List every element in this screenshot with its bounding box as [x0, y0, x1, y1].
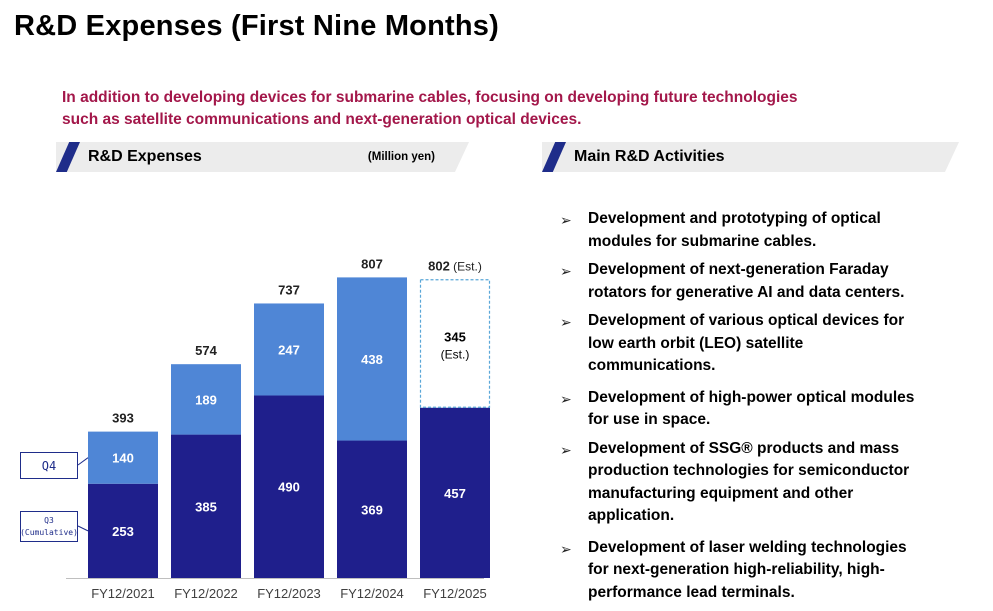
- unit-label: (Million yen): [367, 151, 435, 163]
- activities-list: ➢ Development and prototyping of optical m…: [558, 208, 958, 604]
- arrow-bullet-icon: ➢: [560, 314, 572, 330]
- total-label: 802 (Est.): [428, 258, 482, 273]
- main-activities-header: Main R&D Activities: [542, 142, 959, 172]
- data-label-q3: 490: [278, 480, 300, 495]
- bar-q3: [420, 407, 490, 578]
- legend-leader-q3: [77, 525, 89, 532]
- data-label-q4-est: (Est.): [441, 348, 470, 362]
- x-axis-tick-label: FY12/2023: [257, 586, 321, 601]
- bar-q4-estimate: [419, 279, 491, 408]
- page-subtitle: In addition to developing devices for su…: [62, 87, 862, 131]
- activity-text-line: manufacturing equipment and other: [588, 484, 854, 502]
- activity-text-line: communications.: [588, 357, 716, 374]
- activity-text-line: modules for submarine cables.: [588, 232, 817, 250]
- subtitle-line-1: In addition to developing devices for su…: [62, 89, 798, 106]
- arrow-bullet-icon: ➢: [560, 441, 572, 458]
- data-label-q4: 140: [112, 451, 134, 466]
- activity-text-line: for use in space.: [588, 411, 711, 428]
- activity-text-line: for next-generation high-reliability, hi…: [588, 561, 885, 578]
- activity-text-line: Development of various optical devices f…: [588, 312, 905, 329]
- subtitle-line-2: such as satellite communications and nex…: [62, 111, 582, 128]
- activity-item: ➢ Development of high-power optical modul…: [558, 387, 958, 432]
- bar-q3: [88, 483, 158, 578]
- data-label-q3: 369: [361, 502, 383, 517]
- page-title: R&D Expenses (First Nine Months): [14, 10, 499, 42]
- data-label-q4: 345: [444, 330, 466, 345]
- arrow-bullet-icon: ➢: [560, 212, 572, 228]
- x-axis-tick-label: FY12/2024: [340, 586, 404, 601]
- activity-text-line: Development of SSG® products and mass: [588, 439, 900, 457]
- bar-q4: [171, 364, 241, 435]
- activity-item: ➢ Development of SSG® products and mass pr…: [558, 438, 958, 528]
- total-label: 393: [112, 411, 134, 426]
- activity-text-line: Development of high-power optical module…: [588, 388, 915, 406]
- legend-label-q3: Q3: [44, 516, 54, 525]
- total-label: 807: [361, 256, 383, 271]
- bar-q4: [337, 277, 407, 441]
- activity-text-line: rotators for generative AI and data cent…: [588, 283, 905, 301]
- bar-q3: [254, 395, 324, 578]
- activity-item: ➢ Development of various optical devices …: [558, 310, 958, 378]
- data-label-q3: 253: [112, 524, 134, 539]
- main-activities-header-label: Main R&D Activities: [574, 148, 725, 165]
- legend-leader-q4: [77, 457, 89, 466]
- arrow-bullet-icon: ➢: [560, 540, 572, 557]
- activity-text-line: low earth orbit (LEO) satellite: [588, 334, 804, 352]
- activity-text-line: application.: [588, 507, 675, 524]
- data-label-q3: 457: [444, 486, 466, 501]
- x-axis-tick-label: FY12/2022: [174, 586, 238, 601]
- activity-text-line: performance lead terminals.: [588, 583, 795, 601]
- legend-label-q3-cumulative: (Cumulative): [20, 528, 78, 537]
- data-label-q3: 385: [195, 499, 217, 514]
- activity-item: ➢ Development of next-generation Faraday r…: [558, 259, 958, 304]
- total-label: 574: [195, 343, 217, 358]
- activity-item: ➢ Development and prototyping of optical m…: [558, 208, 958, 253]
- activity-item: ➢ Development of laser welding technologi…: [558, 537, 958, 605]
- arrow-bullet-icon: ➢: [560, 390, 572, 407]
- bar-q3: [337, 440, 407, 578]
- legend-box-q3: [20, 511, 78, 542]
- bar-q4: [254, 303, 324, 396]
- x-axis-tick-label: FY12/2025: [423, 586, 487, 601]
- legend-box-q4: [20, 452, 78, 479]
- arrow-bullet-icon: ➢: [560, 263, 572, 279]
- total-label: 737: [278, 282, 300, 297]
- data-label-q4: 247: [278, 342, 300, 357]
- total-est-label: (Est.): [450, 259, 482, 273]
- x-axis-tick-label: FY12/2021: [91, 586, 155, 601]
- rd-expenses-header: R&D Expenses (Million yen): [56, 142, 469, 172]
- legend-label-q4: Q4: [42, 459, 56, 473]
- data-label-q4: 438: [361, 352, 383, 367]
- activity-text-line: Development of laser welding technologie…: [588, 538, 907, 556]
- activity-text-line: Development of next-generation Faraday: [588, 261, 889, 278]
- rd-expenses-header-label: R&D Expenses: [88, 148, 202, 165]
- bar-q3: [171, 434, 241, 578]
- activity-text-line: Development and prototyping of optical: [588, 210, 881, 227]
- activity-text-line: production technologies for semiconducto…: [588, 462, 910, 479]
- data-label-q4: 189: [195, 392, 217, 407]
- bar-q4: [88, 431, 158, 484]
